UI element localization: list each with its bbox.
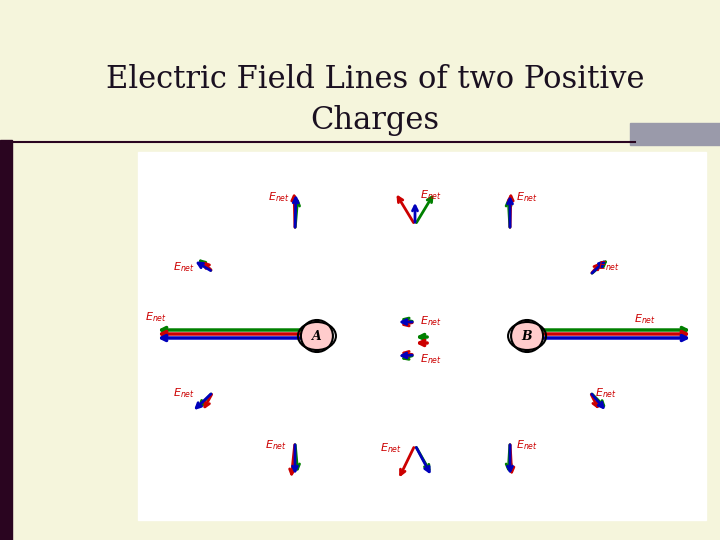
Text: $\mathit{E}_{net}$: $\mathit{E}_{net}$	[516, 438, 538, 452]
Text: $\mathit{E}_{net}$: $\mathit{E}_{net}$	[265, 438, 287, 452]
Bar	[138, 152, 706, 520]
Text: $\mathit{E}_{net}$: $\mathit{E}_{net}$	[268, 190, 290, 204]
Circle shape	[511, 320, 543, 352]
Text: $\mathit{E}_{net}$: $\mathit{E}_{net}$	[173, 386, 195, 400]
Text: $\mathit{E}_{net}$: $\mathit{E}_{net}$	[516, 190, 538, 204]
Text: $\mathit{E}_{net}$: $\mathit{E}_{net}$	[173, 260, 195, 274]
Text: $\mathit{E}_{net}$: $\mathit{E}_{net}$	[380, 441, 402, 455]
Circle shape	[301, 320, 333, 352]
Text: $\mathit{E}_{net}$: $\mathit{E}_{net}$	[598, 259, 620, 273]
Text: $\mathit{E}_{net}$: $\mathit{E}_{net}$	[595, 386, 617, 400]
Text: A: A	[312, 329, 322, 342]
Text: $\mathit{E}_{net}$: $\mathit{E}_{net}$	[145, 310, 167, 324]
Bar	[630, 123, 720, 145]
Text: $\mathit{E}_{net}$: $\mathit{E}_{net}$	[420, 314, 442, 328]
Text: Charges: Charges	[310, 105, 440, 136]
Bar	[0, 140, 12, 540]
Text: B: B	[522, 329, 532, 342]
Text: Electric Field Lines of two Positive: Electric Field Lines of two Positive	[106, 64, 644, 96]
Text: $\mathit{E}_{net}$: $\mathit{E}_{net}$	[420, 352, 442, 366]
Text: $\mathit{E}_{net}$: $\mathit{E}_{net}$	[420, 188, 442, 202]
Text: $\mathit{E}_{net}$: $\mathit{E}_{net}$	[634, 312, 656, 326]
